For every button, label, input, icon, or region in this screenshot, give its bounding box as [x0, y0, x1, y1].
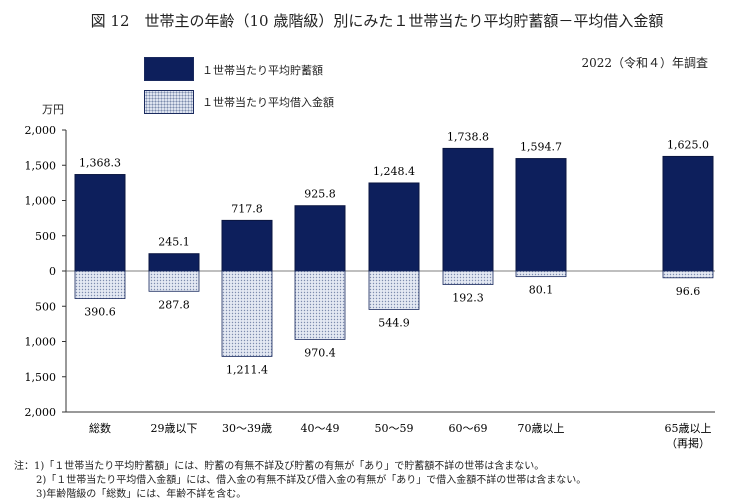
data-label-debt: 390.6	[84, 306, 116, 319]
data-label-savings: 1,368.3	[79, 157, 121, 170]
x-tick-sublabel: （再掲）	[666, 436, 710, 450]
legend-label-debt: １世帯当たり平均借入金額	[202, 96, 334, 109]
bar-savings	[221, 219, 273, 272]
legend-swatch-savings	[144, 57, 194, 81]
data-label-savings: 245.1	[158, 236, 190, 249]
bar-debt	[148, 270, 200, 292]
y-tick-label: 2,000	[25, 406, 57, 419]
bar-debt	[74, 270, 126, 299]
data-label-debt: 1,211.4	[226, 363, 268, 376]
data-label-savings: 1,594.7	[520, 141, 562, 154]
x-tick-label: 65歳以上	[665, 422, 712, 435]
data-label-debt: 287.8	[158, 298, 190, 311]
bar-debt	[221, 270, 273, 357]
x-tick-label: 50～59	[375, 422, 414, 435]
bar-savings	[515, 158, 567, 272]
data-label-debt: 970.4	[304, 346, 336, 359]
bar-debt	[368, 270, 420, 310]
y-tick-label: 1,500	[25, 159, 57, 172]
y-tick-label: 0	[49, 265, 56, 278]
x-tick-label: 総数	[89, 421, 111, 435]
bar-savings	[74, 174, 126, 272]
bar-debt	[662, 270, 714, 279]
y-tick-label: 2,000	[25, 124, 57, 137]
data-label-debt: 192.3	[452, 292, 484, 305]
data-label-savings: 925.8	[304, 188, 336, 201]
legend-swatch-debt	[144, 90, 194, 114]
bar-savings	[368, 182, 420, 272]
y-tick-label: 1,500	[25, 371, 57, 384]
chart-title: 図 12 世帯主の年齢（10 歳階級）別にみた１世帯当たり平均貯蓄額－平均借入金…	[90, 12, 664, 30]
note-1: 注：1)「１世帯当たり平均貯蓄額」には、貯蓄の有無不詳及び貯蓄の有無が「あり」で…	[14, 461, 545, 472]
y-tick-label: 500	[35, 230, 56, 243]
bar-debt	[442, 270, 494, 285]
data-label-debt: 96.6	[676, 285, 701, 298]
bar-debt	[294, 270, 346, 340]
y-axis-unit: 万円	[42, 103, 64, 116]
x-tick-label: 29歳以下	[151, 422, 198, 435]
bar-savings	[442, 147, 494, 272]
data-label-savings: 1,248.4	[373, 165, 415, 178]
data-label-savings: 1,738.8	[447, 130, 489, 143]
y-tick-label: 500	[35, 300, 56, 313]
y-tick-label: 1,000	[25, 336, 57, 349]
bar-debt	[515, 270, 567, 278]
x-tick-label: 30～39歳	[222, 422, 272, 435]
data-label-debt: 544.9	[378, 316, 410, 329]
note-2: 2)「１世帯当たり平均借入金額」には、借入金の有無不詳及び借入金の有無が「あり」…	[36, 475, 587, 486]
x-tick-label: 60～69	[449, 422, 488, 435]
data-label-savings: 717.8	[231, 202, 263, 215]
data-label-savings: 1,625.0	[667, 138, 709, 151]
data-label-debt: 80.1	[529, 284, 554, 297]
x-tick-label: 70歳以上	[518, 422, 565, 435]
legend-label-savings: １世帯当たり平均貯蓄額	[202, 64, 323, 77]
bar-savings	[662, 155, 714, 272]
note-3: 3)年齢階級の「総数」には、年齢不詳を含む。	[36, 489, 247, 500]
x-tick-label: 40～49	[301, 422, 340, 435]
y-tick-label: 1,000	[25, 195, 57, 208]
survey-year: 2022（令和４）年調査	[581, 56, 708, 70]
bar-savings	[148, 253, 200, 272]
bar-savings	[294, 205, 346, 272]
